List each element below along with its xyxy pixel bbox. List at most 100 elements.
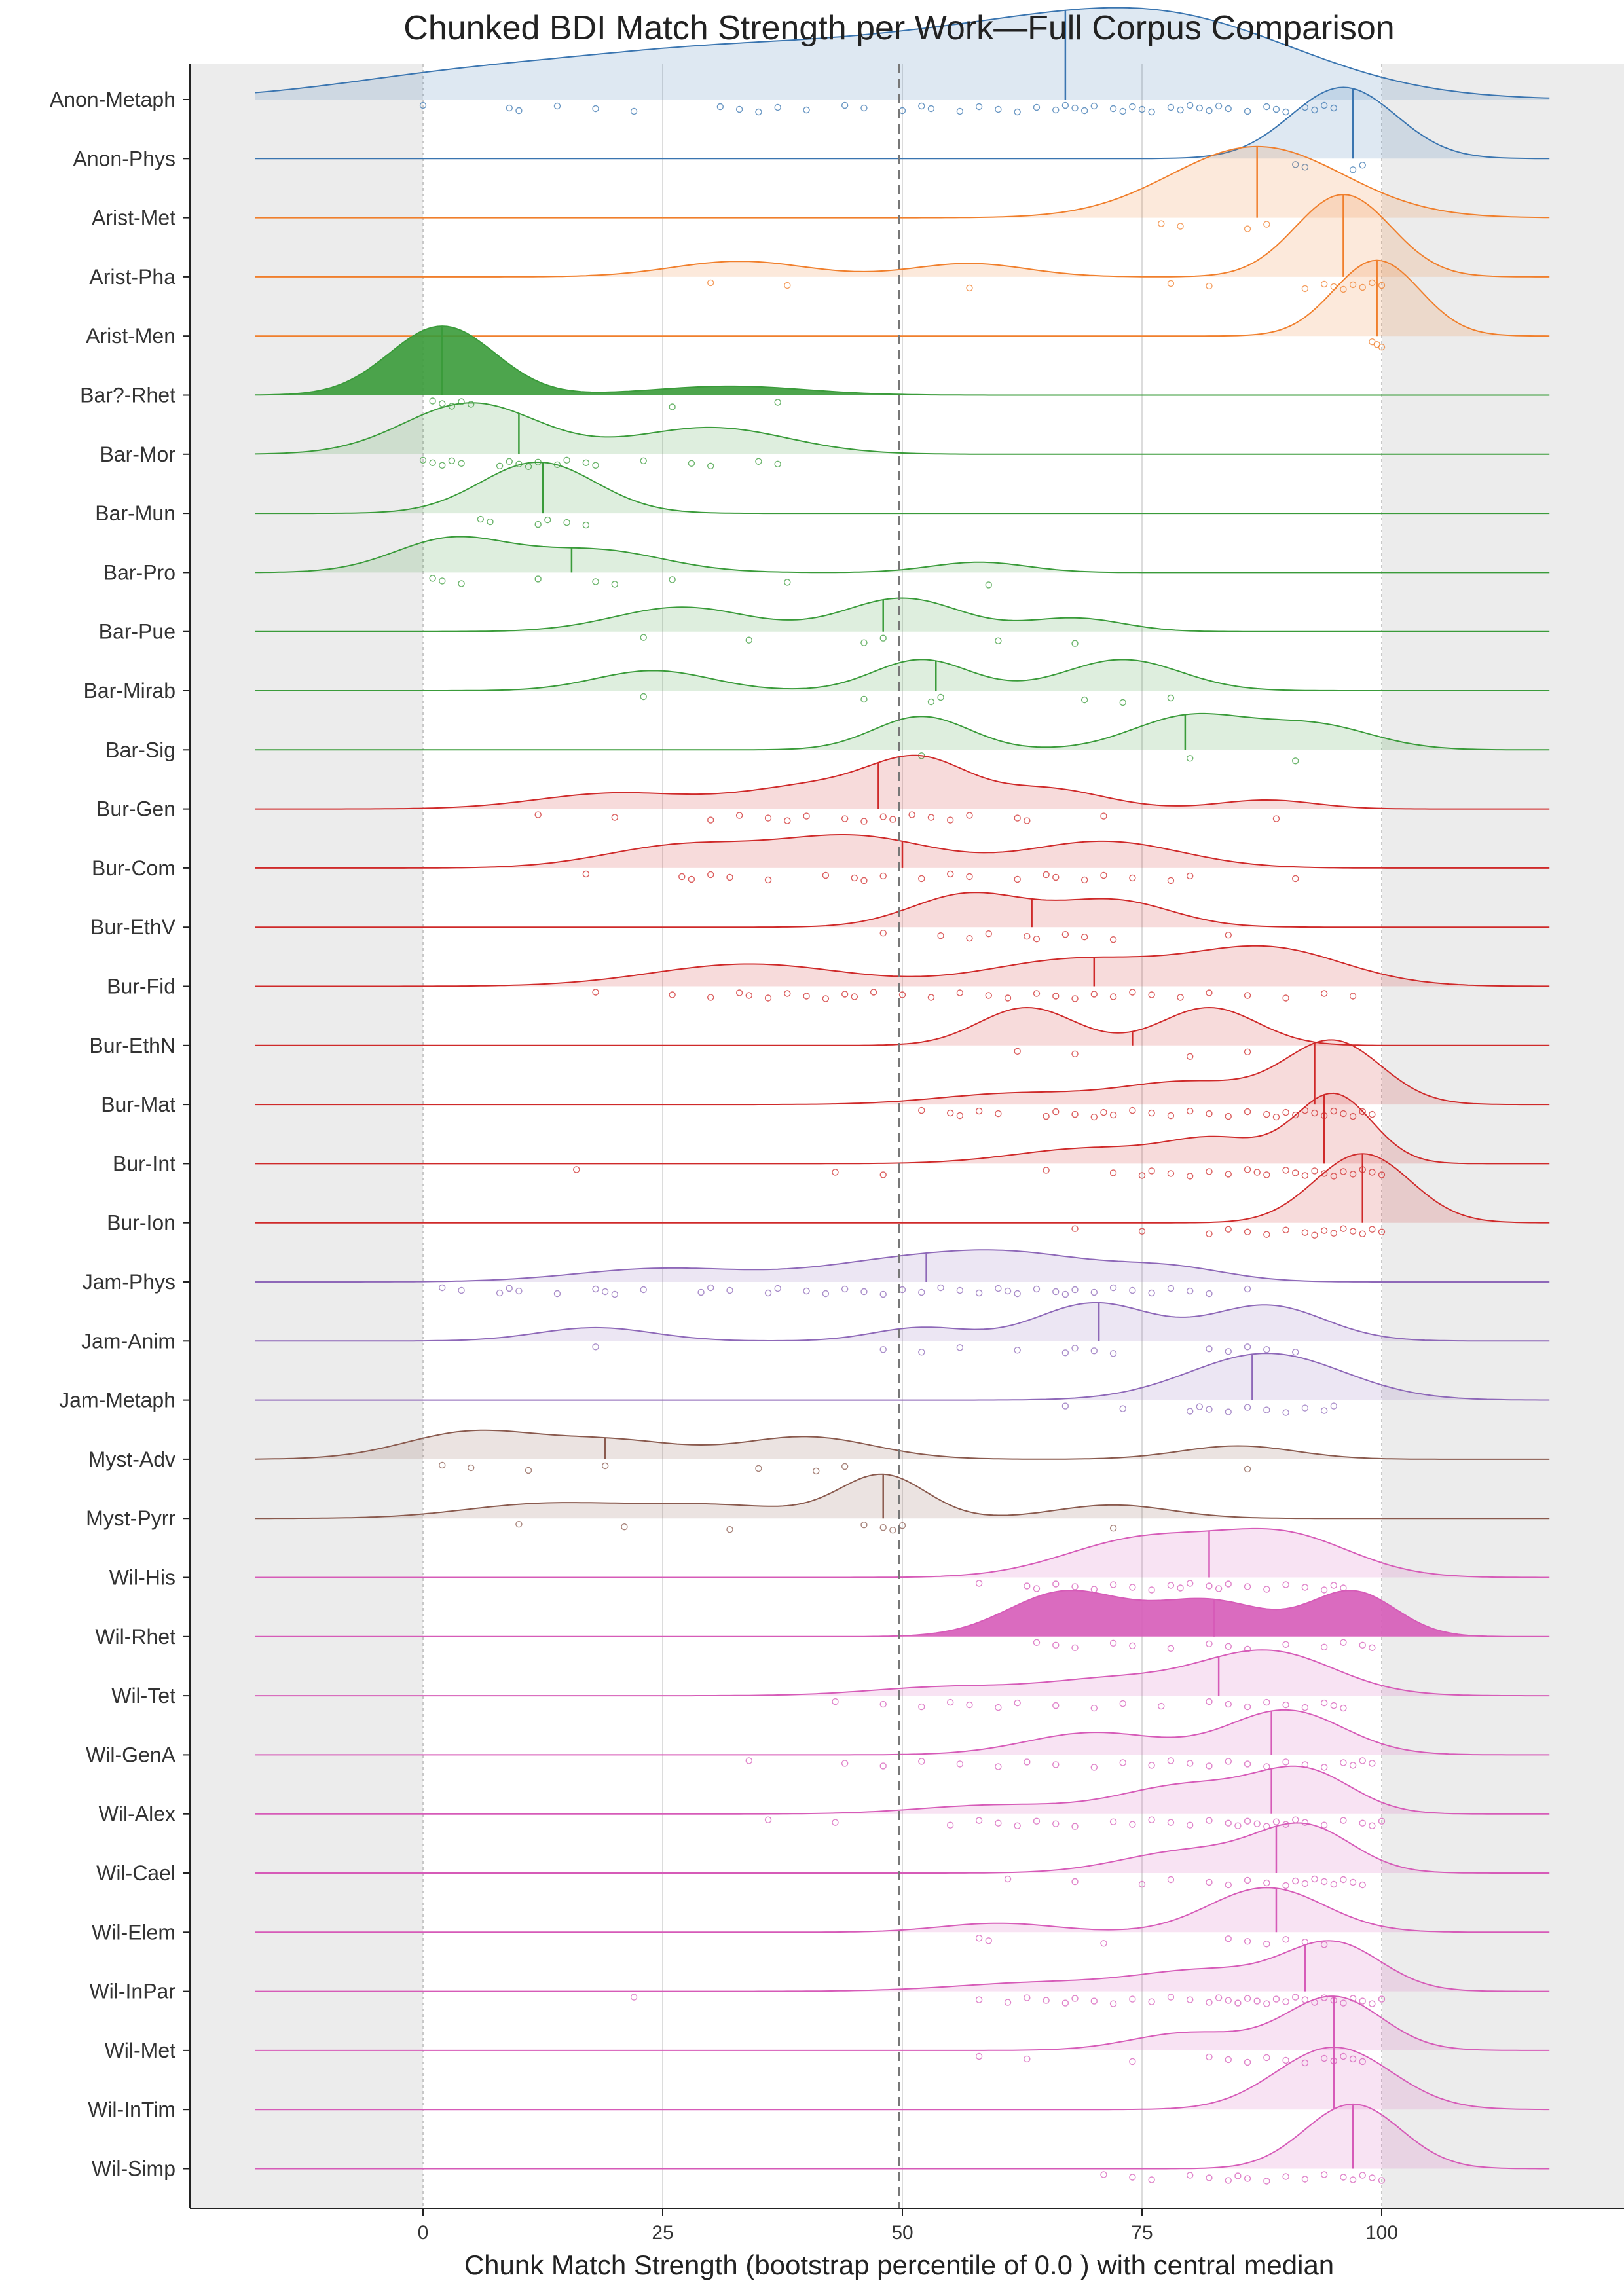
data-point <box>860 695 868 703</box>
y-label: Bar-Mirab <box>84 679 175 702</box>
data-point <box>1320 280 1328 288</box>
data-point <box>1330 1402 1338 1410</box>
data-point <box>1148 108 1155 116</box>
data-point <box>1177 223 1184 230</box>
density-curve <box>255 1353 1550 1401</box>
data-point <box>764 1816 772 1823</box>
data-point <box>1369 1110 1376 1118</box>
y-label: Wil-Met <box>105 2039 176 2062</box>
data-point <box>553 1290 561 1298</box>
data-point <box>1206 1406 1213 1413</box>
data-point <box>918 1288 925 1296</box>
data-point <box>1263 1406 1270 1413</box>
data-point <box>1225 1819 1232 1827</box>
data-point <box>966 873 973 881</box>
data-point <box>1272 1995 1280 2003</box>
data-point <box>1359 1108 1366 1116</box>
data-point <box>1004 1999 1012 2006</box>
data-point <box>601 1462 609 1470</box>
data-point <box>908 811 915 818</box>
data-point <box>1138 105 1146 113</box>
density-curve <box>255 325 1550 396</box>
data-point <box>1359 1230 1366 1237</box>
density-area <box>255 1887 1550 1933</box>
data-point <box>1167 1645 1175 1652</box>
y-label: Bur-EthV <box>90 915 175 939</box>
data-point <box>1177 106 1184 114</box>
data-point <box>975 1107 983 1115</box>
data-point <box>1071 995 1079 1002</box>
data-point <box>946 1109 954 1117</box>
data-point <box>1263 1586 1270 1593</box>
density-curve <box>255 402 1550 455</box>
data-point <box>1138 1172 1146 1179</box>
data-point <box>860 1288 868 1296</box>
density-curve <box>255 659 1550 691</box>
ridge-series <box>255 7 1550 2185</box>
data-point <box>1024 932 1031 940</box>
data-point <box>1244 1228 1251 1235</box>
data-point <box>1263 1231 1270 1238</box>
data-point <box>927 994 935 1001</box>
data-point <box>1052 993 1060 1000</box>
data-point <box>1148 1289 1155 1297</box>
data-point <box>1043 1112 1050 1120</box>
ridge-arist-met <box>255 145 1550 232</box>
data-point <box>419 101 427 109</box>
data-point <box>1052 1580 1060 1588</box>
data-point <box>774 399 781 406</box>
data-point <box>1282 1226 1289 1233</box>
y-label: Arist-Men <box>86 324 175 348</box>
data-point <box>458 460 465 467</box>
data-point <box>439 462 446 469</box>
data-point <box>1320 1699 1328 1707</box>
data-point <box>563 519 570 526</box>
data-point <box>870 989 877 996</box>
data-point <box>1369 2000 1376 2007</box>
data-point <box>669 576 676 583</box>
data-point <box>860 639 868 646</box>
data-point <box>1014 1822 1021 1829</box>
data-point <box>1301 164 1309 171</box>
data-point <box>1330 1582 1338 1589</box>
data-point <box>1244 1703 1251 1711</box>
data-point <box>506 458 513 465</box>
data-point <box>1206 2174 1213 2181</box>
data-point <box>1014 1347 1021 1354</box>
data-point <box>784 817 791 824</box>
x-tick-label-100: 100 <box>1365 2222 1398 2244</box>
data-point <box>1225 2056 1232 2064</box>
data-point <box>582 870 590 878</box>
ridge-bar-pro <box>255 536 1550 589</box>
data-point <box>1225 1580 1232 1588</box>
data-point <box>1206 1762 1213 1770</box>
data-point <box>832 1819 839 1826</box>
data-point <box>918 1106 925 1114</box>
data-point <box>1024 1994 1031 2001</box>
data-point <box>1033 103 1041 111</box>
data-point <box>1158 220 1165 227</box>
data-point <box>1206 1999 1213 2006</box>
density-curve <box>255 1940 1550 1992</box>
data-point <box>1244 1465 1251 1473</box>
ridge-arist-pha <box>255 194 1550 293</box>
data-point <box>1148 2176 1155 2183</box>
density-area <box>255 1590 1550 1637</box>
data-point <box>1148 1998 1155 2005</box>
data-point <box>1378 1171 1386 1178</box>
data-point <box>1282 1758 1289 1766</box>
data-point <box>1253 1820 1261 1827</box>
data-point <box>1330 1107 1338 1115</box>
data-point <box>1090 1288 1098 1296</box>
left-out-of-range-region <box>190 64 423 2208</box>
data-point <box>1090 1113 1098 1121</box>
data-point <box>1225 1643 1232 1650</box>
data-point <box>1033 1285 1041 1293</box>
data-point <box>774 460 781 467</box>
data-point <box>1311 1231 1318 1239</box>
data-point <box>841 991 849 998</box>
data-point <box>956 989 964 996</box>
data-point <box>1129 989 1136 996</box>
density-curve <box>255 1302 1550 1342</box>
density-curve <box>255 597 1550 632</box>
